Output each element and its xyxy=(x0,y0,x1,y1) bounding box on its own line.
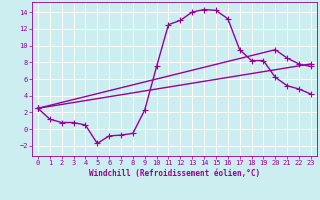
X-axis label: Windchill (Refroidissement éolien,°C): Windchill (Refroidissement éolien,°C) xyxy=(89,169,260,178)
